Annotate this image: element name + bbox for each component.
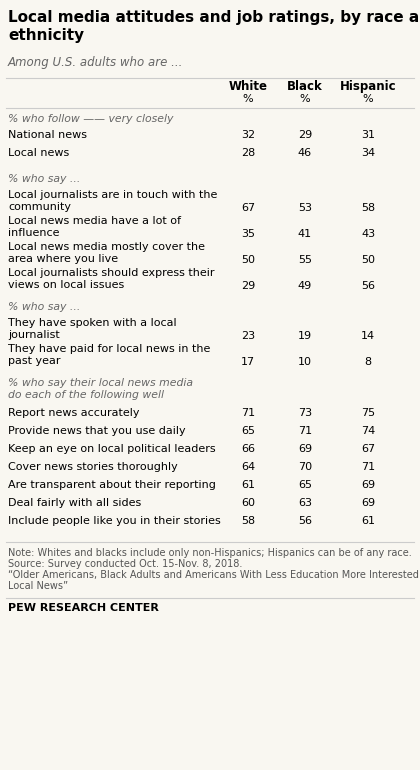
Text: % who follow —— very closely: % who follow —— very closely <box>8 114 173 124</box>
Text: Keep an eye on local political leaders: Keep an eye on local political leaders <box>8 444 215 454</box>
Text: 61: 61 <box>241 480 255 490</box>
Text: 53: 53 <box>298 203 312 213</box>
Text: 67: 67 <box>361 444 375 454</box>
Text: Deal fairly with all sides: Deal fairly with all sides <box>8 498 141 508</box>
Text: Local media attitudes and job ratings, by race and
ethnicity: Local media attitudes and job ratings, b… <box>8 10 420 43</box>
Text: 34: 34 <box>361 148 375 158</box>
Text: 70: 70 <box>298 462 312 472</box>
Text: Local news: Local news <box>8 148 69 158</box>
Text: Local journalists are in touch with the
community: Local journalists are in touch with the … <box>8 190 218 212</box>
Text: 32: 32 <box>241 130 255 140</box>
Text: 29: 29 <box>241 281 255 291</box>
Text: 50: 50 <box>361 255 375 265</box>
Text: 65: 65 <box>241 426 255 436</box>
Text: 31: 31 <box>361 130 375 140</box>
Text: 28: 28 <box>241 148 255 158</box>
Text: 67: 67 <box>241 203 255 213</box>
Text: 58: 58 <box>241 516 255 526</box>
Text: 8: 8 <box>365 357 372 367</box>
Text: 61: 61 <box>361 516 375 526</box>
Text: % who say ...: % who say ... <box>8 302 80 312</box>
Text: They have spoken with a local
journalist: They have spoken with a local journalist <box>8 318 177 340</box>
Text: 75: 75 <box>361 408 375 418</box>
Text: 46: 46 <box>298 148 312 158</box>
Text: Local News”: Local News” <box>8 581 68 591</box>
Text: 17: 17 <box>241 357 255 367</box>
Text: 66: 66 <box>241 444 255 454</box>
Text: 69: 69 <box>298 444 312 454</box>
Text: 19: 19 <box>298 331 312 341</box>
Text: Hispanic: Hispanic <box>340 80 396 93</box>
Text: They have paid for local news in the
past year: They have paid for local news in the pas… <box>8 344 210 366</box>
Text: %: % <box>363 94 373 104</box>
Text: Cover news stories thoroughly: Cover news stories thoroughly <box>8 462 178 472</box>
Text: 43: 43 <box>361 229 375 239</box>
Text: 74: 74 <box>361 426 375 436</box>
Text: Provide news that you use daily: Provide news that you use daily <box>8 426 186 436</box>
Text: Are transparent about their reporting: Are transparent about their reporting <box>8 480 216 490</box>
Text: %: % <box>300 94 310 104</box>
Text: Local journalists should express their
views on local issues: Local journalists should express their v… <box>8 268 215 290</box>
Text: “Older Americans, Black Adults and Americans With Less Education More Interested: “Older Americans, Black Adults and Ameri… <box>8 570 420 580</box>
Text: 41: 41 <box>298 229 312 239</box>
Text: Black: Black <box>287 80 323 93</box>
Text: 49: 49 <box>298 281 312 291</box>
Text: 63: 63 <box>298 498 312 508</box>
Text: 64: 64 <box>241 462 255 472</box>
Text: 50: 50 <box>241 255 255 265</box>
Text: 65: 65 <box>298 480 312 490</box>
Text: 55: 55 <box>298 255 312 265</box>
Text: Note: Whites and blacks include only non-Hispanics; Hispanics can be of any race: Note: Whites and blacks include only non… <box>8 548 412 558</box>
Text: % who say their local news media
do each of the following well: % who say their local news media do each… <box>8 378 193 400</box>
Text: National news: National news <box>8 130 87 140</box>
Text: 29: 29 <box>298 130 312 140</box>
Text: Among U.S. adults who are ...: Among U.S. adults who are ... <box>8 56 184 69</box>
Text: Report news accurately: Report news accurately <box>8 408 139 418</box>
Text: Local news media have a lot of
influence: Local news media have a lot of influence <box>8 216 181 238</box>
Text: Include people like you in their stories: Include people like you in their stories <box>8 516 221 526</box>
Text: 10: 10 <box>298 357 312 367</box>
Text: %: % <box>243 94 253 104</box>
Text: 35: 35 <box>241 229 255 239</box>
Text: Source: Survey conducted Oct. 15-Nov. 8, 2018.: Source: Survey conducted Oct. 15-Nov. 8,… <box>8 559 242 569</box>
Text: White: White <box>228 80 268 93</box>
Text: 73: 73 <box>298 408 312 418</box>
Text: 14: 14 <box>361 331 375 341</box>
Text: 56: 56 <box>298 516 312 526</box>
Text: 69: 69 <box>361 480 375 490</box>
Text: 60: 60 <box>241 498 255 508</box>
Text: % who say ...: % who say ... <box>8 174 80 184</box>
Text: 71: 71 <box>361 462 375 472</box>
Text: 71: 71 <box>298 426 312 436</box>
Text: 23: 23 <box>241 331 255 341</box>
Text: PEW RESEARCH CENTER: PEW RESEARCH CENTER <box>8 603 159 613</box>
Text: 58: 58 <box>361 203 375 213</box>
Text: 71: 71 <box>241 408 255 418</box>
Text: Local news media mostly cover the
area where you live: Local news media mostly cover the area w… <box>8 242 205 263</box>
Text: 56: 56 <box>361 281 375 291</box>
Text: 69: 69 <box>361 498 375 508</box>
